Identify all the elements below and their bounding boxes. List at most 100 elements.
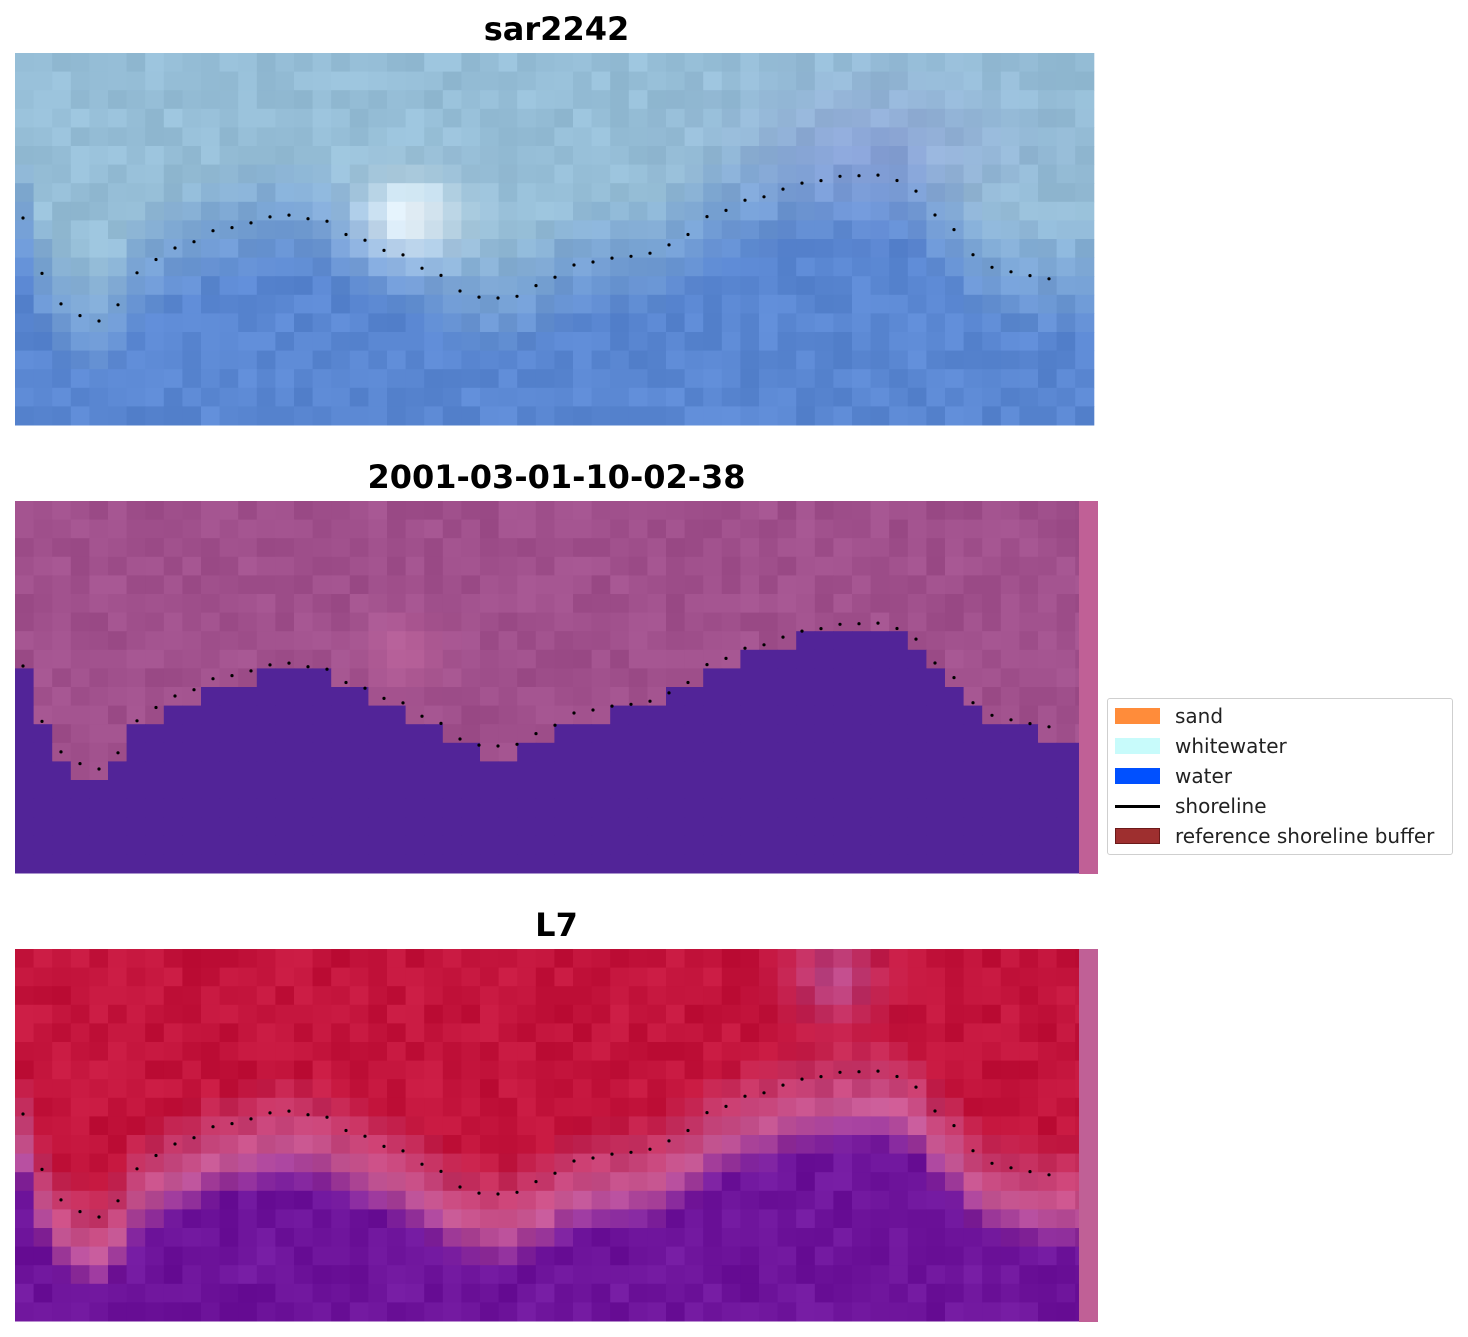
- pixel: [275, 612, 295, 632]
- pixel: [424, 146, 444, 166]
- pixel: [89, 53, 109, 73]
- pixel: [1056, 1172, 1076, 1192]
- pixel: [498, 761, 518, 781]
- pixel: [219, 257, 239, 277]
- pixel: [889, 1172, 909, 1192]
- pixel: [703, 501, 723, 521]
- shoreline-point: [458, 289, 462, 293]
- pixel: [703, 1042, 723, 1062]
- pixel: [219, 594, 239, 614]
- shoreline-point: [1009, 718, 1013, 722]
- pixel: [1056, 854, 1076, 874]
- pixel: [833, 164, 853, 184]
- pixel: [982, 1042, 1002, 1062]
- classification-image-panel: [15, 501, 1098, 874]
- pixel: [89, 294, 109, 314]
- pixel: [1000, 501, 1020, 521]
- pixel: [889, 387, 909, 407]
- pixel: [126, 949, 146, 969]
- pixel: [275, 1283, 295, 1303]
- pixel: [759, 519, 779, 539]
- pixel: [1038, 519, 1058, 539]
- pixel: [1019, 742, 1039, 762]
- pixel: [387, 1209, 407, 1229]
- pixel: [424, 90, 444, 110]
- pixel: [945, 276, 965, 296]
- pixel: [312, 332, 332, 352]
- pixel: [33, 594, 53, 614]
- pixel: [982, 53, 1002, 73]
- pixel: [15, 705, 35, 725]
- pixel: [554, 1153, 574, 1173]
- pixel: [424, 519, 444, 539]
- pixel: [573, 239, 593, 259]
- pixel: [777, 1004, 797, 1024]
- pixel: [294, 332, 314, 352]
- pixel: [238, 967, 258, 987]
- pixel: [740, 387, 760, 407]
- pixel: [312, 1265, 332, 1285]
- pixel: [219, 538, 239, 558]
- pixel: [591, 967, 611, 987]
- pixel: [182, 761, 202, 781]
- pixel: [1038, 631, 1058, 651]
- pixel: [201, 1190, 221, 1210]
- pixel: [498, 332, 518, 352]
- pixel: [349, 1209, 369, 1229]
- pixel: [424, 556, 444, 576]
- pixel: [163, 1116, 183, 1136]
- pixel: [591, 53, 611, 73]
- pixel: [1000, 724, 1020, 744]
- pixel: [387, 1079, 407, 1099]
- pixel: [145, 556, 165, 576]
- pixel: [163, 257, 183, 277]
- pixel: [387, 705, 407, 725]
- shoreline-point: [876, 621, 880, 625]
- pixel: [628, 817, 648, 837]
- pixel: [331, 1079, 351, 1099]
- pixel: [517, 1172, 537, 1192]
- pixel: [945, 724, 965, 744]
- pixel: [926, 1079, 946, 1099]
- pixel: [814, 1023, 834, 1043]
- pixel: [33, 1172, 53, 1192]
- pixel: [628, 183, 648, 203]
- pixel: [833, 1097, 853, 1117]
- pixel: [1056, 817, 1076, 837]
- pixel: [461, 817, 481, 837]
- pixel: [294, 724, 314, 744]
- pixel: [647, 724, 667, 744]
- pixel: [907, 724, 927, 744]
- pixel: [759, 986, 779, 1006]
- pixel: [926, 1209, 946, 1229]
- pixel: [256, 556, 276, 576]
- pixel: [238, 798, 258, 818]
- pixel: [331, 761, 351, 781]
- pixel: [182, 1246, 202, 1266]
- pixel: [666, 1209, 686, 1229]
- pixel: [182, 387, 202, 407]
- shoreline-point: [287, 1109, 291, 1113]
- pixel: [573, 1116, 593, 1136]
- pixel: [52, 108, 72, 128]
- pixel: [424, 1246, 444, 1266]
- pixel: [870, 387, 890, 407]
- pixel: [628, 761, 648, 781]
- pixel: [424, 1283, 444, 1303]
- pixel: [294, 71, 314, 91]
- pixel: [647, 949, 667, 969]
- pixel: [70, 332, 90, 352]
- pixel: [1056, 649, 1076, 669]
- pixel: [1019, 313, 1039, 333]
- pixel: [368, 183, 388, 203]
- pixel: [721, 1190, 741, 1210]
- pixel: [796, 1246, 816, 1266]
- pixel: [721, 1283, 741, 1303]
- pixel: [52, 1153, 72, 1173]
- pixel: [294, 687, 314, 707]
- pixel: [517, 594, 537, 614]
- pixel: [442, 986, 462, 1006]
- pixel: [963, 1042, 983, 1062]
- pixel: [368, 71, 388, 91]
- pixel: [963, 649, 983, 669]
